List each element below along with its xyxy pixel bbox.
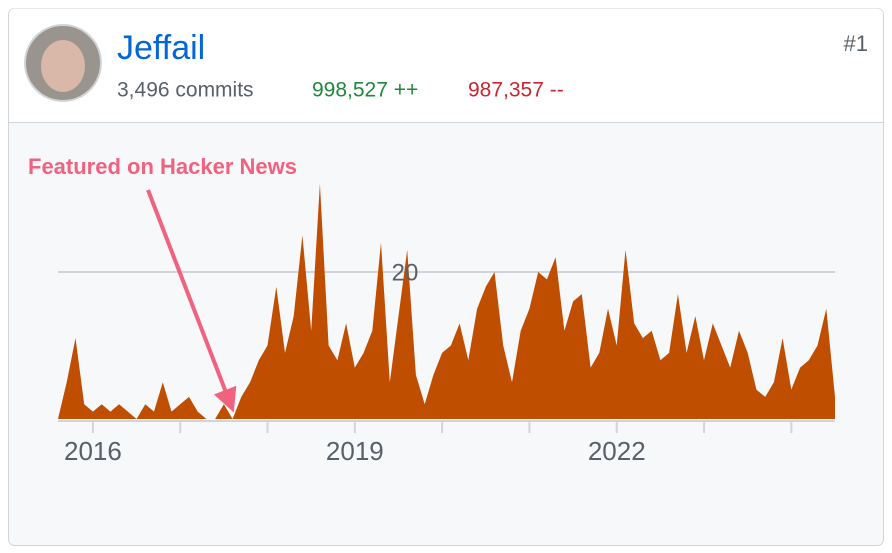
area: [58, 183, 835, 419]
additions: 998,527 ++: [312, 79, 418, 102]
commit-count: 3,496 commits: [117, 79, 254, 102]
avatar-face: [41, 40, 85, 92]
annotation-arrow: [146, 189, 237, 413]
x-tick-label: 2019: [326, 436, 384, 466]
user-name[interactable]: Jeffail: [117, 29, 205, 67]
x-tick-label: 2016: [64, 436, 122, 466]
x-tick-label: 2022: [588, 436, 646, 466]
y-tick-label: 20: [392, 259, 419, 286]
annotation: Featured on Hacker News: [28, 154, 297, 179]
rank: #1: [844, 31, 868, 56]
card-header: [9, 8, 883, 122]
plot: 20 2016 2019 2022: [58, 183, 835, 466]
deletions: 987,357 --: [468, 79, 564, 102]
